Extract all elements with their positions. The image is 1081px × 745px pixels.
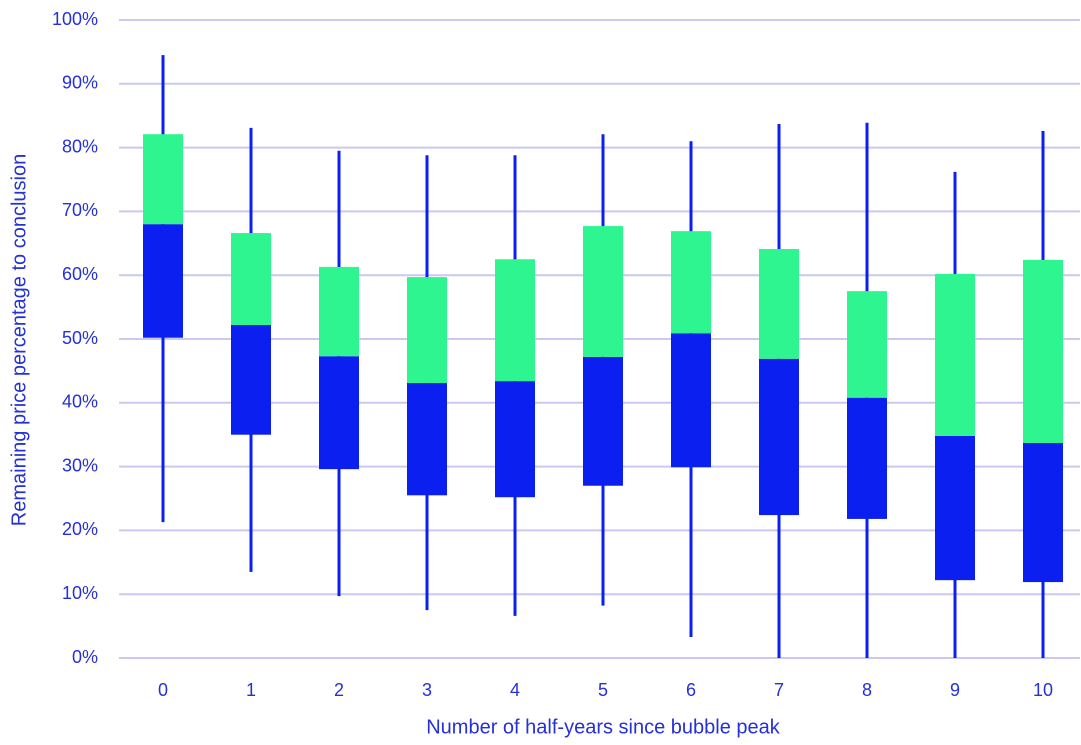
y-tick-label: 80%: [62, 136, 98, 156]
y-tick-label: 30%: [62, 455, 98, 475]
x-tick-label: 9: [950, 680, 960, 700]
box-upper: [759, 249, 799, 359]
box-lower: [231, 324, 271, 435]
box-lower: [671, 333, 711, 468]
box-upper: [495, 259, 535, 382]
box-lower: [143, 224, 183, 338]
x-tick-label: 8: [862, 680, 872, 700]
y-tick-label: 0%: [72, 647, 98, 667]
box-lower: [407, 383, 447, 496]
y-tick-label: 90%: [62, 73, 98, 93]
box-lower: [935, 435, 975, 581]
x-tick-label: 1: [246, 680, 256, 700]
x-axis-label: Number of half-years since bubble peak: [426, 716, 781, 738]
box-lower: [495, 381, 535, 498]
y-tick-label: 50%: [62, 328, 98, 348]
box-lower: [847, 397, 887, 519]
box-upper: [847, 291, 887, 398]
x-tick-label: 3: [422, 680, 432, 700]
y-tick-label: 70%: [62, 200, 98, 220]
box-lower: [583, 356, 623, 486]
box-upper: [671, 231, 711, 334]
x-tick-label: 10: [1033, 680, 1053, 700]
box-upper: [1023, 259, 1063, 443]
y-tick-label: 20%: [62, 519, 98, 539]
x-tick-label: 4: [510, 680, 520, 700]
box-upper: [319, 266, 359, 357]
y-axis-label: Remaining price percentage to conclusion: [8, 154, 30, 526]
x-tick-label: 5: [598, 680, 608, 700]
box-upper: [407, 277, 447, 384]
x-tick-label: 7: [774, 680, 784, 700]
box-lower: [1023, 442, 1063, 583]
x-tick-label: 2: [334, 680, 344, 700]
y-tick-label: 40%: [62, 392, 98, 412]
y-tick-label: 100%: [52, 9, 98, 29]
box-lower: [319, 356, 359, 470]
x-tick-label: 0: [158, 680, 168, 700]
box-upper: [935, 273, 975, 436]
box-upper: [143, 134, 183, 225]
x-tick-label: 6: [686, 680, 696, 700]
y-tick-label: 60%: [62, 264, 98, 284]
y-tick-label: 10%: [62, 583, 98, 603]
box-upper: [231, 233, 271, 325]
box-upper: [583, 226, 623, 357]
box-lower: [759, 358, 799, 516]
